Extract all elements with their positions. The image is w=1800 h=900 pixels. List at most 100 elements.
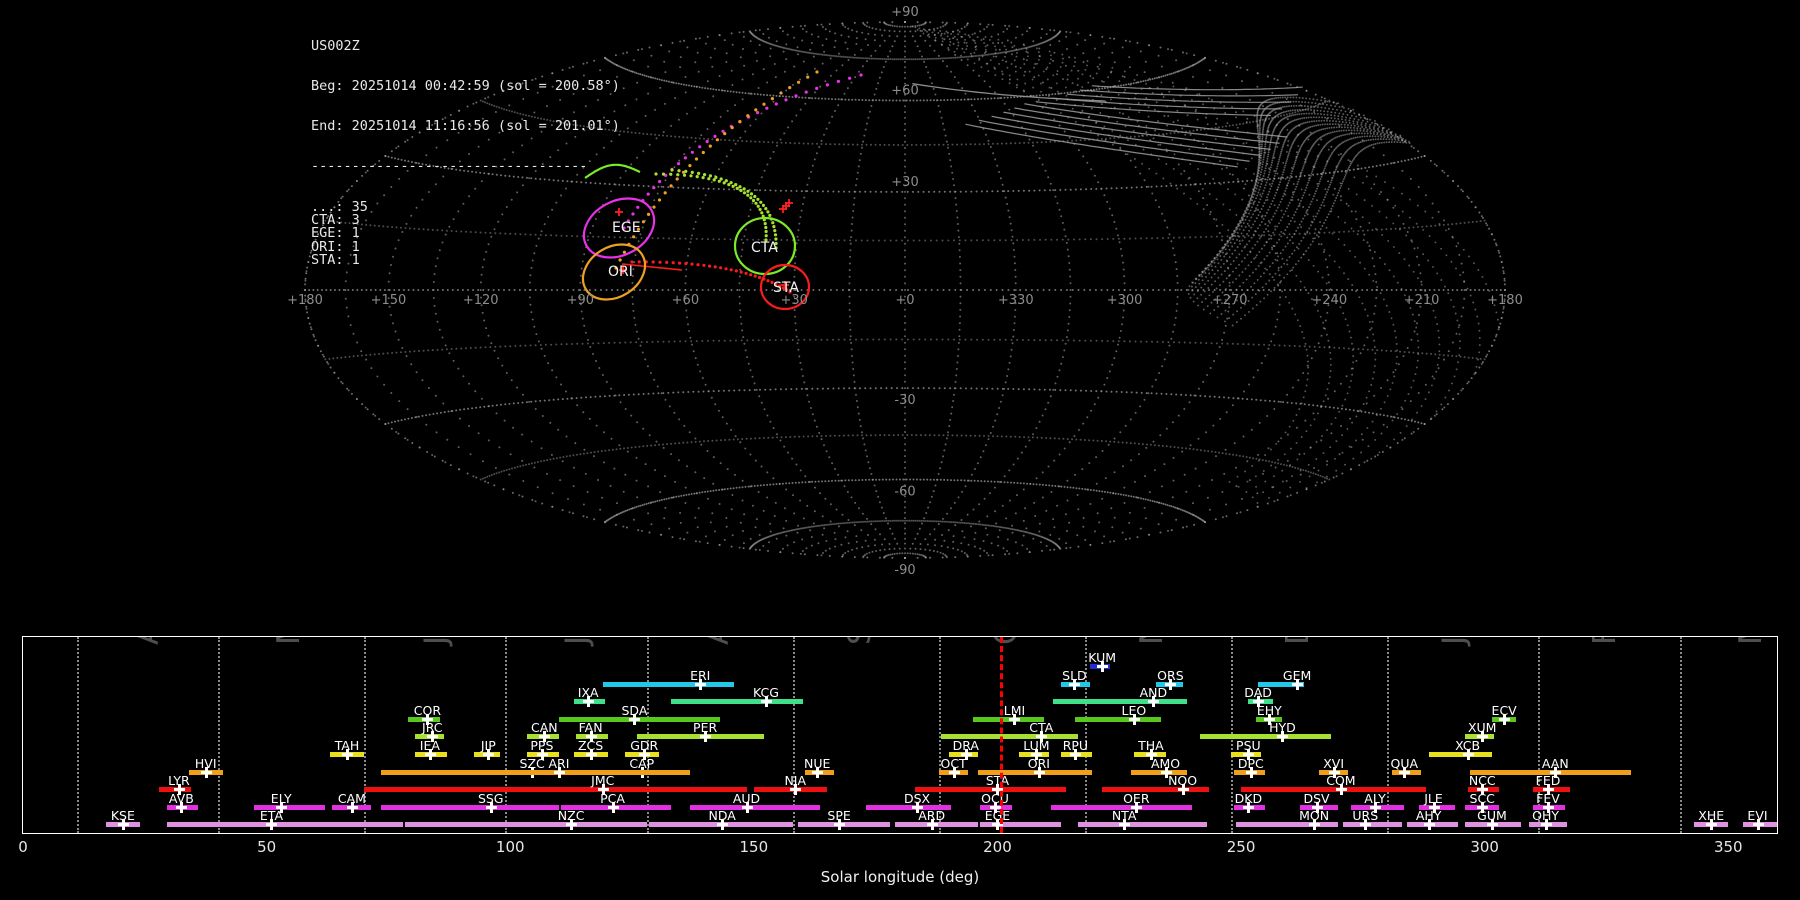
shower-activity-bar[interactable] — [980, 822, 1061, 828]
month-label-feb: FEB — [1587, 637, 1623, 645]
sky-lon-label: +240 — [1311, 293, 1347, 308]
shower-activity-bar[interactable] — [865, 804, 952, 810]
shower-activity-bar[interactable] — [364, 787, 747, 793]
shower-activity-timeline: APR MAY JUN JUL AUG SEP OCT NOV DEC JAN FEB MAR KUM E… — [22, 636, 1778, 834]
sky-lat-label: +60 — [891, 83, 918, 98]
shower-code-label: HVI — [194, 755, 217, 771]
shower-code-label: GDR — [630, 738, 659, 753]
shower-code-label: NDA — [708, 808, 736, 824]
sky-lon-label: +90 — [567, 293, 594, 308]
month-label-jan: JAN — [1436, 637, 1472, 645]
shower-code-label: HYD — [1269, 720, 1296, 736]
x-axis-tick-label: 150 — [739, 838, 769, 856]
meteor-marker — [619, 266, 627, 274]
shower-code-label: SPE — [827, 808, 851, 824]
shower-activity-bar[interactable] — [1241, 787, 1427, 793]
sky-lon-label: +270 — [1212, 293, 1248, 308]
radiant-ellipse-ori[interactable] — [573, 233, 655, 310]
timeline-plot-area: APR MAY JUN JUL AUG SEP OCT NOV DEC JAN FEB MAR KUM E… — [23, 637, 1777, 833]
shower-activity-bar[interactable] — [1102, 787, 1210, 793]
shower-code-label: ELY — [270, 790, 292, 806]
shower-code-label: ORS — [1157, 667, 1184, 683]
shower-code-label: ARI — [548, 755, 570, 771]
sky-lat-label: +30 — [891, 175, 918, 190]
shower-activity-bar[interactable] — [381, 769, 691, 775]
radiant-ellipse-sta[interactable] — [759, 263, 811, 311]
shower-code-label: RPU — [1062, 738, 1089, 753]
shower-code-label: DSX — [903, 790, 931, 806]
shower-activity-bar[interactable] — [602, 681, 735, 687]
shower-code-label: GUM — [1477, 808, 1507, 824]
shower-code-label: GEM — [1282, 667, 1312, 683]
shower-code-label: EHY — [1256, 702, 1282, 718]
sky-lat-label: -30 — [894, 393, 915, 408]
shower-activity-bar[interactable] — [1077, 822, 1207, 828]
shower-activity-bar[interactable] — [1343, 822, 1402, 828]
shower-code-label: MON — [1299, 808, 1330, 824]
month-divider — [1387, 637, 1390, 833]
shower-code-label: NIA — [784, 773, 807, 789]
shower-code-label: QUA — [1390, 755, 1419, 771]
x-axis-tick-label: 250 — [1226, 838, 1256, 856]
shower-code-label: NZC — [557, 808, 585, 824]
radiant-label-sta: STA — [773, 280, 799, 296]
meteor-marker — [779, 205, 787, 213]
shower-count-value: 1 — [343, 252, 360, 269]
shower-count-row: ...: 35 — [311, 200, 620, 214]
month-divider — [364, 637, 367, 833]
shower-code-label: IEA — [419, 738, 440, 753]
shower-activity-bar[interactable] — [1199, 734, 1332, 740]
shower-code-label: DRA — [952, 738, 979, 753]
month-divider — [1538, 637, 1541, 833]
shower-code-label: OCU — [981, 790, 1009, 806]
shower-code-label: JRC — [422, 720, 443, 736]
shower-code-label: KSE — [110, 808, 135, 824]
shower-activity-bar[interactable] — [1053, 699, 1188, 705]
info-divider: ---------------------------------- — [311, 158, 588, 175]
shower-activity-bar[interactable] — [671, 699, 803, 705]
shower-code-label: CTA — [1029, 720, 1054, 736]
shower-activity-bar[interactable] — [1428, 752, 1492, 757]
shower-code-label: OCT — [940, 755, 967, 771]
shower-code-label: LUM — [1023, 738, 1050, 753]
shower-activity-bar[interactable] — [1258, 681, 1305, 687]
x-axis-tick-label: 50 — [257, 838, 277, 856]
shower-code-label: PPS — [530, 738, 554, 753]
shower-code-label: JIP — [480, 738, 496, 753]
shower-code-label: SZC — [519, 755, 545, 771]
shower-activity-bar[interactable] — [254, 804, 326, 810]
shower-activity-bar[interactable] — [381, 804, 559, 810]
shower-activity-bar[interactable] — [1131, 769, 1188, 775]
shower-activity-bar[interactable] — [1075, 716, 1161, 722]
shower-activity-bar[interactable] — [690, 804, 820, 810]
shower-activity-bar[interactable] — [405, 822, 647, 828]
shower-activity-bar[interactable] — [1051, 804, 1193, 810]
shower-code-label: FAN — [578, 720, 603, 736]
sky-lat-label: -90 — [894, 563, 915, 578]
sky-lon-label: +180 — [287, 293, 323, 308]
radiant-ellipse-ege[interactable] — [574, 187, 665, 269]
shower-code-label: XUM — [1467, 720, 1497, 736]
month-divider — [938, 637, 941, 833]
x-axis-tick-label: 200 — [983, 838, 1012, 856]
shower-code-label: LEO — [1121, 702, 1147, 718]
shower-activity-bar[interactable] — [973, 716, 1044, 722]
end-time: End: 20251014 11:16:56 (sol = 201.01°) — [311, 118, 620, 135]
shower-code-label: PSU — [1236, 738, 1261, 753]
shower-code-label: JMC — [591, 773, 615, 789]
shower-activity-bar[interactable] — [914, 787, 1066, 793]
shower-activity-bar[interactable] — [166, 822, 404, 828]
shower-code-label: KCG — [753, 685, 779, 701]
shower-count-row: ORI: 1 — [311, 238, 620, 255]
shower-count-row: CTA: 3 — [311, 213, 620, 227]
shower-code-label: OHY — [1532, 808, 1559, 824]
shower-code-label: AHY — [1415, 808, 1442, 824]
month-label-nov: NOV — [1134, 637, 1170, 645]
shower-code-label: ZCS — [577, 738, 604, 753]
shower-activity-bar[interactable] — [941, 734, 1078, 740]
station-id: US002Z — [311, 37, 360, 54]
shower-code-label: SSG — [477, 790, 504, 806]
shower-count-label: ORI: — [311, 238, 344, 255]
shower-activity-bar[interactable] — [1236, 822, 1339, 828]
